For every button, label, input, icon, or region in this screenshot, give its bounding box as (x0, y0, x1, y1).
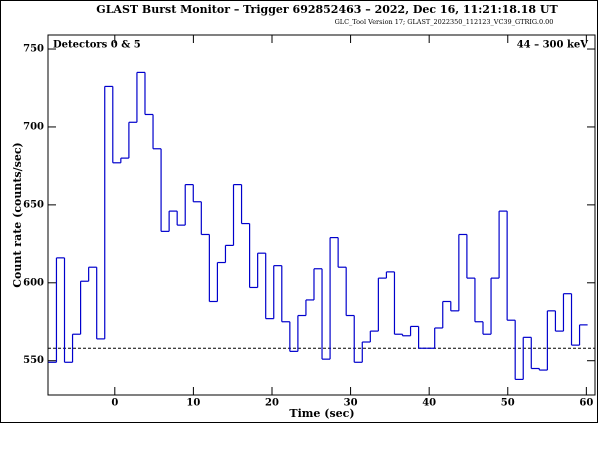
y-tick-label: 650 (23, 199, 44, 210)
frame (0, 0, 598, 423)
subtitle: GLC_Tool Version 17; GLAST_2022350_11212… (335, 18, 554, 26)
x-tick-label: 20 (265, 398, 279, 409)
y-axis-label: Count rate (counts/sec) (11, 142, 24, 287)
y-tick-label: 750 (23, 44, 44, 55)
x-tick-label: 10 (186, 398, 200, 409)
annotation: Detectors 0 & 5 (53, 40, 141, 51)
x-tick-label: 0 (111, 398, 118, 409)
y-tick-label: 600 (23, 277, 44, 288)
x-tick-label: 50 (501, 398, 515, 409)
y-tick-label: 550 (23, 355, 44, 366)
x-tick-label: 30 (344, 398, 358, 409)
chart-title: GLAST Burst Monitor – Trigger 692852463 … (96, 3, 558, 16)
x-tick-label: 60 (579, 398, 593, 409)
y-tick-label: 700 (23, 121, 44, 132)
x-axis-label: Time (sec) (289, 407, 354, 420)
plot-area (47, 34, 596, 396)
annotation: 44 – 300 keV (517, 40, 589, 51)
x-tick-label: 40 (422, 398, 436, 409)
